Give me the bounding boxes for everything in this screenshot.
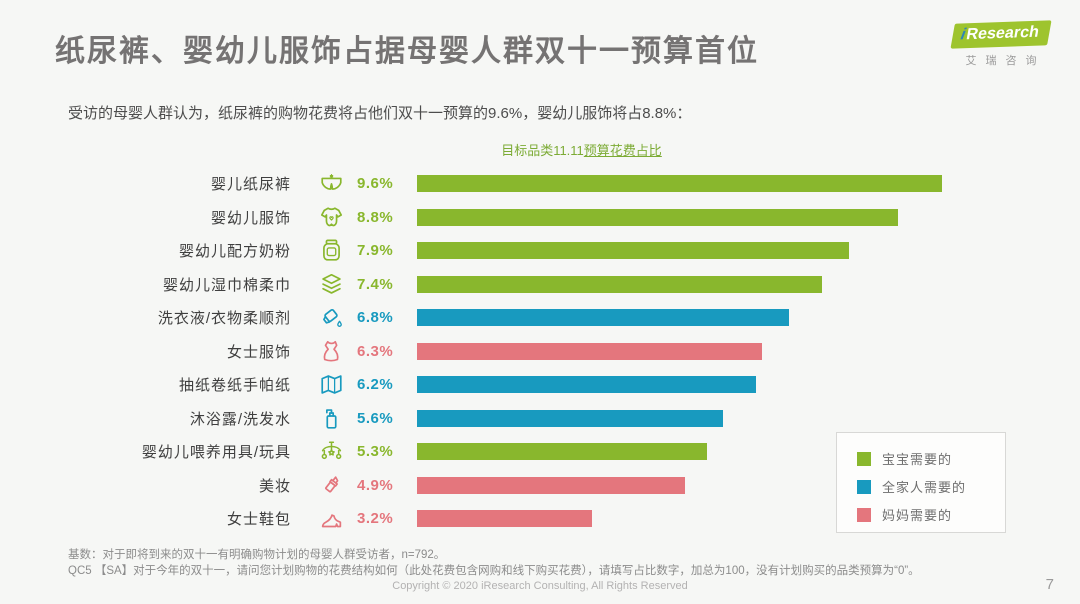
dress-icon bbox=[305, 338, 357, 365]
value-label: 6.3% bbox=[357, 342, 394, 360]
category-label: 女士服饰 bbox=[226, 343, 291, 361]
footnote-question: QC5 【SA】对于今年的双十一，请问您计划购物的花费结构如何（此处花费包含网购… bbox=[68, 565, 920, 577]
onesie-icon bbox=[305, 204, 357, 231]
category-label: 美妆 bbox=[258, 477, 291, 495]
chart-title-plain: 目标品类11.11 bbox=[501, 143, 584, 158]
value-label: 7.4% bbox=[357, 275, 394, 293]
bar bbox=[417, 510, 592, 528]
bar bbox=[417, 443, 707, 461]
tissue-icon bbox=[305, 371, 357, 398]
detergent-jug-icon bbox=[305, 304, 357, 331]
chart-rows: 婴儿纸尿裤 9.6% 婴幼儿服饰 8.8% 婴幼儿配方奶粉 7.9% 婴幼儿湿巾棉柔巾 7.4… bbox=[55, 167, 980, 536]
chart-row: 沐浴露/洗发水 5.6% bbox=[55, 402, 980, 436]
legend-item: 全家人需要的 bbox=[857, 477, 1005, 496]
bar bbox=[417, 476, 685, 494]
footnotes: 基数：对于即将到来的双十一有明确购物计划的母婴人群受访者，n=792。 QC5 … bbox=[68, 547, 920, 579]
chart-legend: 宝宝需要的全家人需要的 妈妈需要的 bbox=[836, 432, 1006, 533]
bar-track bbox=[417, 275, 980, 293]
category-label: 婴幼儿服饰 bbox=[210, 209, 291, 227]
chart-title-underlined: 预算花费占比 bbox=[583, 143, 662, 158]
value-label: 3.2% bbox=[357, 510, 394, 528]
bar bbox=[417, 409, 724, 427]
category-label: 女士鞋包 bbox=[226, 511, 291, 529]
value-label: 6.2% bbox=[357, 376, 394, 394]
chart-row: 婴幼儿配方奶粉 7.9% bbox=[55, 234, 980, 268]
chart-row: 婴幼儿服饰 8.8% bbox=[55, 201, 980, 235]
bar-track bbox=[417, 309, 980, 327]
bar-track bbox=[417, 242, 980, 260]
category-label: 抽纸卷纸手帕纸 bbox=[178, 377, 291, 395]
logo-chinese-name: 艾瑞咨询 bbox=[965, 55, 1046, 67]
value-label: 7.9% bbox=[357, 242, 394, 260]
legend-swatch bbox=[857, 479, 871, 494]
copyright: Copyright © 2020 iResearch Consulting, A… bbox=[392, 580, 688, 592]
chart-row: 婴儿纸尿裤 9.6% bbox=[55, 167, 980, 201]
subtitle: 受访的母婴人群认为，纸尿裤的购物花费将占他们双十一预算的9.6%，婴幼儿服饰将占… bbox=[68, 105, 692, 122]
bar bbox=[417, 208, 899, 226]
value-label: 5.6% bbox=[357, 409, 394, 427]
page-number: 7 bbox=[1045, 576, 1054, 593]
bar-track bbox=[417, 342, 980, 360]
logo-wordmark: Research bbox=[965, 23, 1041, 44]
chart-title: 目标品类11.11预算花费占比 bbox=[55, 140, 980, 159]
value-label: 9.6% bbox=[357, 175, 394, 193]
legend-label: 妈妈需要的 bbox=[882, 508, 953, 523]
legend-swatch bbox=[857, 507, 871, 522]
bar-track bbox=[417, 443, 980, 461]
bar bbox=[417, 242, 850, 260]
milk-jar-icon bbox=[305, 237, 357, 264]
category-label: 婴幼儿配方奶粉 bbox=[178, 243, 291, 261]
iresearch-logo: iResearch 艾瑞咨询 bbox=[946, 20, 1056, 68]
bar-track bbox=[417, 208, 980, 226]
chart-row: 婴幼儿喂养用具/玩具 5.3% bbox=[55, 435, 980, 469]
budget-bar-chart: 目标品类11.11预算花费占比 婴儿纸尿裤 9.6% 婴幼儿服饰 8.8% 婴幼儿配方奶… bbox=[55, 140, 1006, 536]
value-label: 6.8% bbox=[357, 309, 394, 327]
legend-item: 妈妈需要的 bbox=[857, 505, 1005, 524]
category-label: 沐浴露/洗发水 bbox=[189, 410, 291, 428]
bar-track bbox=[417, 376, 980, 394]
high-heel-icon bbox=[305, 505, 357, 532]
category-label: 婴儿纸尿裤 bbox=[210, 176, 291, 194]
bar bbox=[417, 275, 822, 293]
iresearch-logo-badge: iResearch bbox=[950, 20, 1052, 49]
bar bbox=[417, 175, 942, 193]
bar-track bbox=[417, 409, 980, 427]
value-label: 5.3% bbox=[357, 443, 394, 461]
bar bbox=[417, 309, 789, 327]
category-label: 婴幼儿喂养用具/玩具 bbox=[141, 444, 291, 462]
bar bbox=[417, 376, 757, 394]
legend-item: 宝宝需要的 bbox=[857, 449, 1005, 468]
bar bbox=[417, 342, 762, 360]
value-label: 8.8% bbox=[357, 208, 394, 226]
diaper-icon bbox=[305, 170, 357, 197]
chart-row: 婴幼儿湿巾棉柔巾 7.4% bbox=[55, 268, 980, 302]
pump-bottle-icon bbox=[305, 405, 357, 432]
chart-row: 女士服饰 6.3% bbox=[55, 335, 980, 369]
footnote-base: 基数：对于即将到来的双十一有明确购物计划的母婴人群受访者，n=792。 bbox=[68, 549, 446, 561]
wipes-layers-icon bbox=[305, 271, 357, 298]
category-label: 洗衣液/衣物柔顺剂 bbox=[157, 310, 291, 328]
bar-track bbox=[417, 175, 980, 193]
legend-label: 宝宝需要的 bbox=[882, 452, 953, 467]
value-label: 4.9% bbox=[357, 476, 394, 494]
baby-mobile-icon bbox=[305, 438, 357, 465]
chart-row: 女士鞋包 3.2% bbox=[55, 502, 980, 536]
legend-swatch bbox=[857, 451, 871, 466]
bar-track bbox=[417, 476, 980, 494]
bar-track bbox=[417, 510, 980, 528]
category-label: 婴幼儿湿巾棉柔巾 bbox=[162, 276, 291, 294]
page-title: 纸尿裤、婴幼儿服饰占据母婴人群双十一预算首位 bbox=[55, 35, 759, 68]
chart-row: 洗衣液/衣物柔顺剂 6.8% bbox=[55, 301, 980, 335]
chart-row: 抽纸卷纸手帕纸 6.2% bbox=[55, 368, 980, 402]
chart-row: 美妆 4.9% bbox=[55, 469, 980, 503]
lipstick-icon bbox=[305, 472, 357, 499]
legend-label: 全家人需要的 bbox=[882, 480, 967, 495]
